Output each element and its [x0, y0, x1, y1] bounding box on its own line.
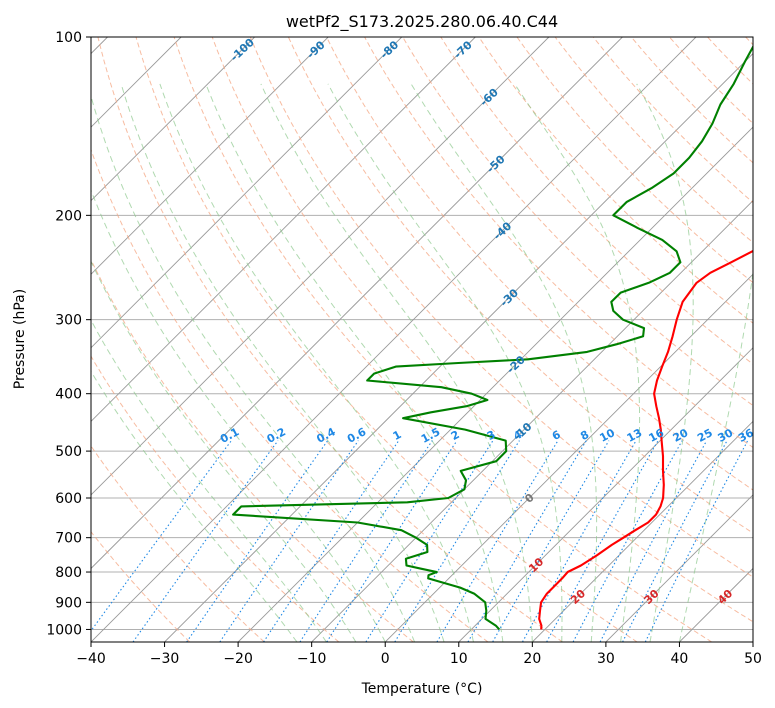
x-tick-label: −40: [76, 651, 106, 667]
isotherm-line: [164, 52, 753, 642]
moist-adiabat: [159, 83, 474, 642]
dry-adiabat: [91, 148, 489, 642]
moist-adiabat: [205, 83, 504, 642]
dry-adiabat: [478, 37, 753, 324]
dry-adiabat: [91, 355, 340, 642]
mixing-ratio-line: [644, 440, 749, 642]
moist-adiabat: [410, 83, 598, 642]
mixing-ratio-line: [467, 440, 587, 642]
x-axis-label: Temperature (°C): [361, 681, 483, 697]
mixing-ratio-line: [365, 440, 494, 642]
dry-adiabat: [402, 37, 753, 407]
dry-adiabat: [211, 37, 753, 623]
y-tick-label: 600: [55, 491, 82, 507]
dry-adiabat: [326, 37, 753, 491]
isotherm-line: [237, 126, 753, 642]
dry-adiabat: [249, 37, 753, 578]
dry-adiabat: [91, 531, 191, 642]
isotherm-line: [91, 37, 255, 202]
moist-adiabat: [260, 83, 533, 642]
isotherm-line: [91, 37, 329, 275]
x-tick-label: 30: [597, 651, 615, 667]
x-tick-label: −10: [297, 651, 327, 667]
axes: −40 −30 −20 −10 0 10 20 30 40 50 100 200 300 400 500 60…: [46, 30, 762, 667]
moist-adiabat: [91, 319, 327, 642]
x-tick-label: 20: [523, 651, 541, 667]
moist-adiabat: [91, 188, 386, 642]
x-tick-label: 50: [744, 651, 762, 667]
dewpoint-line: [232, 44, 753, 631]
x-tick-label: 10: [450, 651, 468, 667]
mixing-ratio-line: [186, 440, 329, 642]
x-tick-label: −30: [150, 651, 180, 667]
x-tick-label: 0: [381, 651, 390, 667]
isotherm-line: [91, 37, 697, 642]
y-tick-label: 900: [55, 595, 82, 611]
isotherm-line: [91, 37, 550, 496]
mixing-ratio-line: [326, 440, 458, 642]
profile-lines: [232, 44, 753, 631]
plot-area: [91, 37, 753, 642]
mixing-ratio-label: 10: [597, 426, 617, 445]
moist-adiabat: [636, 83, 694, 642]
isotherm-line: [605, 494, 753, 642]
mixing-ratio-line: [522, 440, 637, 642]
y-tick-label: 500: [55, 444, 82, 460]
isotherm-line: [91, 37, 623, 570]
isotherm-line: [384, 273, 753, 642]
moist-adiabat: [91, 94, 416, 642]
mixing-ratio-line: [436, 440, 559, 642]
mixing-ratio-line: [219, 440, 359, 642]
mixing-ratio-label: 13: [625, 426, 645, 445]
mixing-ratio-line: [263, 440, 400, 642]
y-axis-label: Pressure (hPa): [12, 289, 28, 389]
moist-adiabat: [678, 269, 753, 642]
dry-adiabat: [97, 37, 563, 642]
y-tick-label: 300: [55, 313, 82, 329]
isotherm-line: [91, 37, 476, 422]
background-lines: [91, 37, 753, 642]
mixing-ratio-line: [394, 440, 520, 642]
isotherm-line: [532, 420, 753, 642]
mixing-ratio-line: [572, 440, 683, 642]
y-tick-label: 1000: [46, 622, 82, 638]
mixing-ratio-label: 16: [647, 426, 667, 445]
mixing-ratio-line: [91, 440, 232, 632]
chart-title: wetPf2_S173.2025.280.06.40.C44: [286, 12, 558, 32]
isotherm-line: [91, 37, 403, 349]
dry-adiabat: [91, 445, 265, 642]
x-tick-label: −20: [223, 651, 253, 667]
mixing-ratio-line: [132, 440, 279, 642]
moist-adiabat: [91, 370, 298, 642]
y-tick-label: 400: [55, 387, 82, 403]
dry-adiabat: [516, 37, 753, 284]
y-tick-label: 800: [55, 565, 82, 581]
temperature-line: [538, 249, 753, 630]
mixing-ratio-line: [299, 440, 433, 642]
dry-adiabat: [91, 258, 414, 642]
mixing-ratio-label: 25: [695, 426, 715, 445]
mixing-ratio-label: 20: [671, 426, 691, 445]
moist-adiabat: [514, 83, 641, 642]
plot-frame: [90, 36, 754, 643]
x-tick-label: 40: [671, 651, 689, 667]
y-tick-label: 100: [55, 30, 82, 46]
mixing-ratio-label: 30: [716, 426, 736, 445]
y-tick-label: 700: [55, 531, 82, 547]
isotherm-line: [458, 347, 753, 642]
moist-adiabat: [120, 83, 445, 642]
mixing-ratio-label: 36: [736, 426, 756, 445]
dry-adiabat: [135, 37, 638, 642]
moist-adiabat: [91, 260, 357, 642]
y-tick-label: 200: [55, 208, 82, 224]
moist-adiabat: [327, 83, 563, 642]
dry-adiabat: [173, 37, 713, 642]
